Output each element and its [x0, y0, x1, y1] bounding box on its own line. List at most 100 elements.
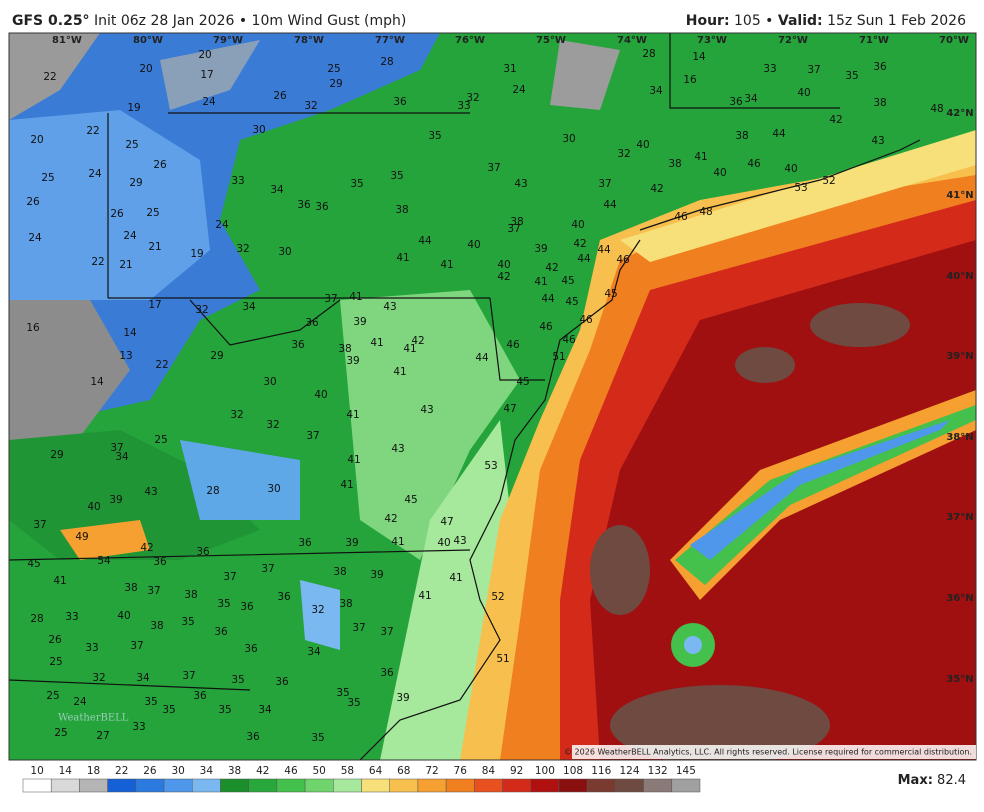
gust-value: 33: [85, 642, 98, 654]
gust-value: 13: [119, 350, 132, 362]
gust-value: 41: [534, 276, 547, 288]
gust-value: 22: [43, 71, 56, 83]
gust-value: 46: [616, 254, 630, 266]
gust-value: 40: [314, 389, 327, 401]
colorbar-swatch: [192, 778, 221, 793]
gust-value: 40: [467, 239, 480, 251]
gust-value: 38: [668, 158, 681, 170]
gust-value: 38: [150, 620, 163, 632]
gust-value: 33: [132, 721, 145, 733]
colorbar-swatch: [643, 778, 673, 793]
gust-value: 36: [196, 546, 210, 558]
gust-value: 22: [91, 256, 104, 268]
gust-value: 38: [333, 566, 346, 578]
gust-value: 16: [26, 322, 40, 334]
gust-value: 48: [699, 206, 712, 218]
colorbar-label: 124: [619, 765, 639, 777]
gust-value: 39: [353, 316, 366, 328]
longitude-label: 78°W: [294, 35, 324, 46]
gust-value: 46: [562, 334, 576, 346]
colorbar-label: 46: [284, 765, 298, 777]
gust-value: 32: [236, 243, 249, 255]
longitude-label: 70°W: [939, 35, 969, 46]
gust-value: 35: [231, 674, 244, 686]
gust-value: 40: [497, 259, 510, 271]
gust-value: 44: [577, 253, 591, 265]
gust-value: 47: [440, 516, 453, 528]
logo: WeatherBELL: [58, 713, 129, 724]
colorbar-label: 30: [171, 765, 184, 777]
latitude-label: 37°N: [946, 512, 973, 523]
longitude-label: 73°W: [697, 35, 727, 46]
gust-value: 46: [539, 321, 553, 333]
gust-value: 25: [54, 727, 67, 739]
gust-value: 42: [650, 183, 663, 195]
gust-value: 22: [155, 359, 168, 371]
colorbar-swatch: [304, 778, 334, 793]
gust-value: 37: [807, 64, 820, 76]
gust-value: 20: [198, 49, 211, 61]
gust-value: 14: [90, 376, 104, 388]
gust-value: 29: [329, 78, 342, 90]
gust-value: 46: [674, 211, 688, 223]
colorbar-swatch: [502, 778, 531, 793]
colorbar-swatch: [558, 778, 588, 793]
gust-value: 44: [603, 199, 617, 211]
gust-value: 29: [50, 449, 63, 461]
gust-value: 36: [193, 690, 207, 702]
gust-value: 34: [115, 451, 129, 463]
gust-value: 28: [30, 613, 43, 625]
gust-value: 46: [747, 158, 761, 170]
gust-value: 36: [153, 556, 167, 568]
gust-value: 45: [604, 288, 617, 300]
gust-value: 37: [110, 442, 123, 454]
gust-value: 41: [391, 536, 404, 548]
gust-value: 36: [873, 61, 887, 73]
longitude-label: 74°W: [617, 35, 647, 46]
gust-value: 41: [347, 454, 360, 466]
gust-value: 25: [125, 139, 138, 151]
colorbar-label: 64: [369, 765, 383, 777]
gust-value: 48: [930, 103, 943, 115]
gust-value: 42: [573, 238, 586, 250]
gust-value: 37: [598, 178, 611, 190]
valid-label: Valid:: [778, 13, 823, 29]
gust-value: 41: [393, 366, 406, 378]
gust-value: 51: [496, 653, 509, 665]
colorbar-label: 18: [87, 765, 100, 777]
gust-value: 51: [552, 351, 565, 363]
gust-value: 52: [822, 175, 835, 187]
colorbar-label: 38: [228, 765, 241, 777]
gust-value: 46: [506, 339, 520, 351]
gust-value: 26: [110, 208, 124, 220]
colorbar-label: 145: [676, 765, 696, 777]
gust-value: 20: [139, 63, 152, 75]
gust-value: 43: [514, 178, 527, 190]
gust-value: 41: [396, 252, 409, 264]
gust-value: 19: [190, 248, 203, 260]
gust-value: 14: [692, 51, 706, 63]
gust-value: 38: [184, 589, 197, 601]
model: GFS 0.25°: [12, 13, 90, 29]
colorbar-swatch: [220, 778, 249, 793]
colorbar-label: 50: [313, 765, 326, 777]
colorbar-label: 22: [115, 765, 128, 777]
gust-value: 47: [503, 403, 516, 415]
gust-value: 42: [545, 262, 558, 274]
hour: 105 •: [734, 13, 773, 29]
latitude-label: 36°N: [946, 593, 973, 604]
gust-value: 35: [428, 130, 441, 142]
longitude-label: 80°W: [133, 35, 163, 46]
gust-value: 24: [73, 696, 87, 708]
latitude-label: 42°N: [946, 108, 973, 119]
longitude-label: 79°W: [213, 35, 243, 46]
gust-value: 41: [349, 291, 362, 303]
gust-value: 21: [148, 241, 161, 253]
gust-value: 25: [49, 656, 62, 668]
colorbar-swatch: [445, 778, 475, 793]
gust-value: 38: [339, 598, 352, 610]
gust-value: 29: [210, 350, 223, 362]
gust-value: 38: [395, 204, 408, 216]
gust-value: 25: [154, 434, 167, 446]
latitude-label: 38°N: [946, 432, 973, 443]
